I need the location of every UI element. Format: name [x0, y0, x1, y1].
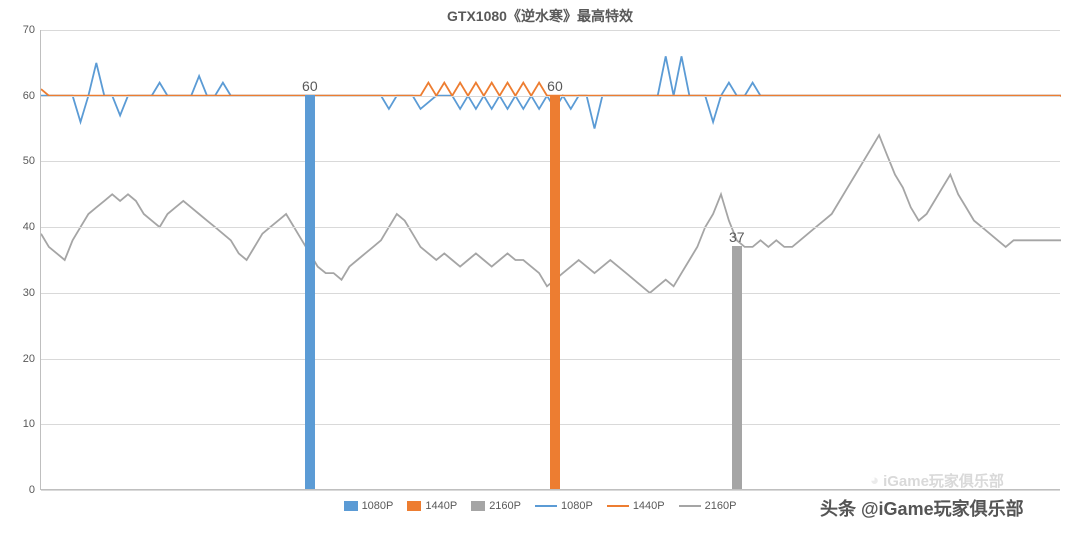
bar-label-2160P: 37 — [729, 229, 745, 245]
legend-label: 1080P — [362, 500, 394, 512]
y-tick-label: 40 — [23, 221, 35, 233]
bar-2160P — [732, 246, 742, 489]
legend-item: 2160P — [679, 500, 737, 512]
legend-item: 1440P — [607, 500, 665, 512]
wechat-icon: ◕ — [870, 472, 879, 489]
fps-chart: GTX1080《逆水寒》最高特效 0 10 20 30 40 50 60 70 60 60 37 1… — [0, 0, 1080, 540]
legend-item: 1080P — [535, 500, 593, 512]
y-tick-label: 10 — [23, 418, 35, 430]
legend-line-icon — [679, 505, 701, 507]
plot-area: 010203040506070606037 — [40, 30, 1060, 490]
legend-item: 2160P — [471, 500, 521, 512]
legend-label: 1440P — [633, 500, 665, 512]
y-tick-label: 70 — [23, 24, 35, 36]
chart-title: GTX1080《逆水寒》最高特效 — [0, 6, 1080, 26]
legend-item: 1440P — [407, 500, 457, 512]
legend-label: 2160P — [489, 500, 521, 512]
legend-box-icon — [471, 501, 485, 511]
legend-item: 1080P — [344, 500, 394, 512]
y-tick-label: 60 — [23, 90, 35, 102]
y-tick-label: 20 — [23, 353, 35, 365]
gridline — [41, 30, 1060, 31]
watermark-bold: 头条 @iGame玩家俱乐部 — [820, 495, 1024, 521]
legend-label: 2160P — [705, 500, 737, 512]
y-tick-label: 50 — [23, 155, 35, 167]
bar-1440P — [550, 95, 560, 489]
watermark-faint: ◕ iGame玩家俱乐部 — [870, 470, 1004, 491]
legend-box-icon — [407, 501, 421, 511]
legend-box-icon — [344, 501, 358, 511]
y-tick-label: 0 — [29, 484, 35, 496]
bar-label-1080P: 60 — [302, 78, 318, 94]
y-tick-label: 30 — [23, 287, 35, 299]
bar-1080P — [305, 95, 315, 489]
legend-line-icon — [607, 505, 629, 507]
legend-label: 1440P — [425, 500, 457, 512]
legend-line-icon — [535, 505, 557, 507]
bar-label-1440P: 60 — [547, 78, 563, 94]
legend-label: 1080P — [561, 500, 593, 512]
